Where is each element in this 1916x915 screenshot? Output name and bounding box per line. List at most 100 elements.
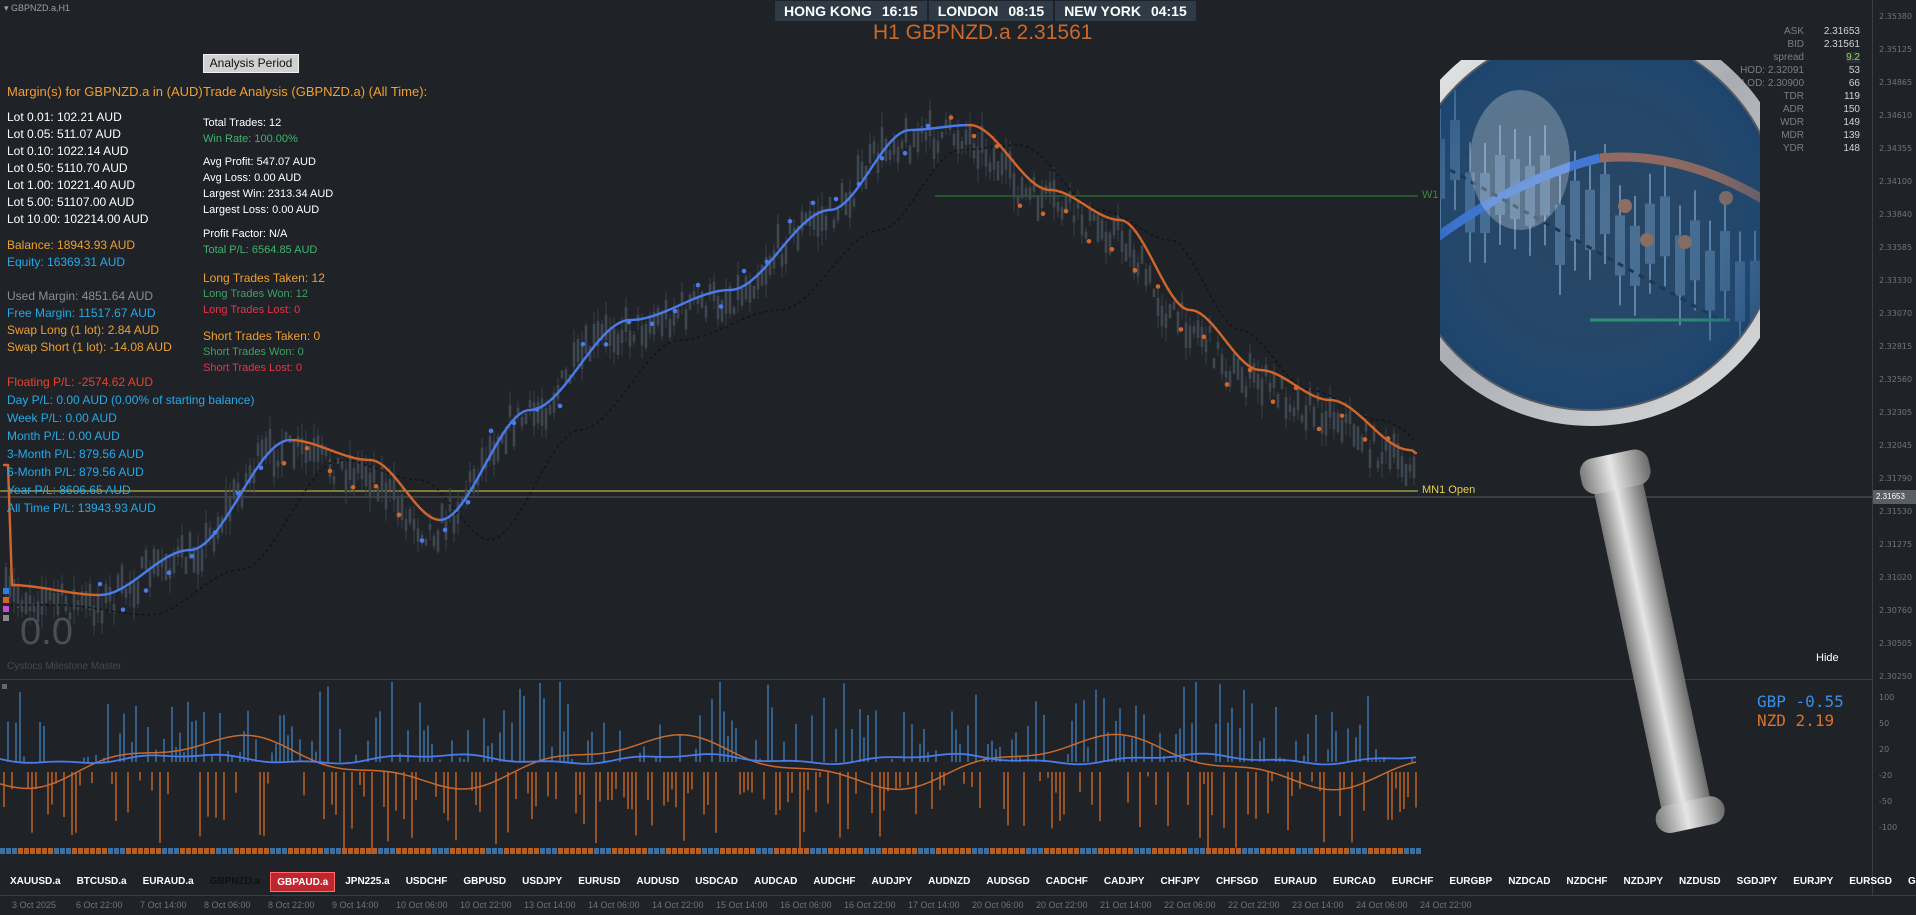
candle-body	[284, 431, 288, 441]
candle-body	[1124, 243, 1128, 262]
trend-strip-cell	[744, 848, 749, 854]
time-tick-label: 22 Oct 22:00	[1228, 900, 1280, 910]
symbol-button-cadjpy[interactable]: CADJPY	[1103, 876, 1145, 887]
trend-strip-cell	[834, 848, 839, 854]
signal-dot	[948, 115, 954, 120]
candle-body	[860, 161, 864, 180]
candle-body	[812, 211, 816, 230]
candle-body	[1380, 451, 1384, 464]
candle-body	[1376, 460, 1380, 469]
candle-body	[952, 134, 956, 146]
candle-body	[820, 206, 824, 231]
day-pl-label: Day P/L: 0.00 AUD (0.00% of starting bal…	[7, 393, 255, 407]
symbol-button-eurusd[interactable]: EURUSD	[578, 876, 621, 887]
indicator-chart[interactable]	[0, 682, 1872, 854]
trend-strip-cell	[108, 848, 113, 854]
analysis-period-button[interactable]: Analysis Period	[203, 54, 299, 73]
symbol-button-audcad[interactable]: AUDCAD	[753, 876, 798, 887]
candle-body	[368, 472, 372, 498]
chevron-down-icon[interactable]: ▾	[4, 3, 9, 13]
candle-body	[768, 256, 772, 275]
trend-strip-cell	[1158, 848, 1163, 854]
candle-body	[1148, 265, 1152, 283]
price-chart[interactable]	[0, 0, 1872, 680]
ma-segment	[238, 487, 246, 497]
symbol-button-chfsgd[interactable]: CHFSGD	[1215, 876, 1259, 887]
symbol-button-eurgbp[interactable]: EURGBP	[1449, 876, 1493, 887]
trend-strip-cell	[684, 848, 689, 854]
candle-body	[1132, 249, 1136, 274]
symbol-button-sgdjpy[interactable]: SGDJPY	[1736, 876, 1778, 887]
symbol-button-gbpauda[interactable]: GBPAUD.a	[270, 872, 336, 892]
trend-strip-cell	[348, 848, 353, 854]
symbol-button-audnzd[interactable]: AUDNZD	[928, 876, 971, 887]
symbol-button-btcusda[interactable]: BTCUSD.a	[76, 876, 127, 887]
symbol-button-nzdusd[interactable]: NZDUSD	[1678, 876, 1721, 887]
ma-segment	[470, 480, 478, 490]
price-scale[interactable]: 2.31653 2.35380 2.35125 2.34865 2.34610 2.34…	[1872, 0, 1916, 895]
main-chart-pane[interactable]: ▾ GBPNZD.a,H1 HONG KONG 16:15 LONDON 08:15…	[0, 0, 1872, 680]
candle-body	[404, 518, 408, 531]
candle-body	[8, 575, 12, 598]
symbol-button-eurcad[interactable]: EURCAD	[1332, 876, 1376, 887]
symbol-button-gbpnzda[interactable]: GBPNZD.a	[203, 872, 267, 892]
time-tick-label: 16 Oct 22:00	[844, 900, 896, 910]
candle-body	[1136, 262, 1140, 277]
candle-body	[564, 369, 568, 383]
trend-strip-cell	[354, 848, 359, 854]
candle-body	[208, 527, 212, 539]
symbol-button-euraud[interactable]: EURAUD	[1274, 876, 1317, 887]
trend-strip-cell	[1392, 848, 1397, 854]
candle-body	[676, 308, 680, 319]
signal-dot	[718, 304, 724, 309]
symbol-button-usdchf[interactable]: USDCHF	[405, 876, 448, 887]
candle-body	[1012, 172, 1016, 198]
trend-strip-cell	[1170, 848, 1175, 854]
symbol-button-usdjpy[interactable]: USDJPY	[522, 876, 563, 887]
symbol-button-gbpjpy[interactable]: GBPJPY	[1908, 876, 1916, 887]
indicator-pane[interactable]	[0, 682, 1872, 854]
trend-strip-cell	[330, 848, 335, 854]
candle-body	[592, 323, 596, 347]
trend-strip-cell	[1410, 848, 1415, 854]
symbol-button-audusd[interactable]: AUDUSD	[636, 876, 680, 887]
symbol-button-cadchf[interactable]: CADCHF	[1045, 876, 1088, 887]
candle-body	[1168, 304, 1172, 319]
symbol-button-nzdchf[interactable]: NZDCHF	[1566, 876, 1608, 887]
price-tick-label: 2.32045	[1879, 441, 1913, 450]
symbol-button-eurchf[interactable]: EURCHF	[1391, 876, 1434, 887]
symbol-button-xauusda[interactable]: XAUUSD.a	[10, 876, 61, 887]
trend-strip-cell	[276, 848, 281, 854]
candle-body	[1288, 404, 1292, 412]
symbol-button-jpn225a[interactable]: JPN225.a	[345, 876, 390, 887]
candle-body	[520, 417, 524, 427]
symbol-button-nzdcad[interactable]: NZDCAD	[1508, 876, 1551, 887]
price-tick-label: 2.32305	[1879, 408, 1913, 417]
trend-strip-cell	[438, 848, 443, 854]
trend-strip-cell	[552, 848, 557, 854]
indicator-color-swatch	[3, 588, 9, 594]
symbol-button-audsgd[interactable]: AUDSGD	[986, 876, 1030, 887]
hide-button[interactable]: Hide	[1816, 652, 1839, 664]
trend-strip-cell	[432, 848, 437, 854]
trend-strip-cell	[672, 848, 677, 854]
symbol-button-gbpusd[interactable]: GBPUSD	[463, 876, 507, 887]
symbol-button-chfjpy[interactable]: CHFJPY	[1160, 876, 1200, 887]
signal-dot	[1316, 426, 1322, 432]
short-trades-taken-label: Short Trades Taken: 0	[203, 329, 321, 343]
symbol-button-audjpy[interactable]: AUDJPY	[871, 876, 913, 887]
candle-body	[684, 309, 688, 330]
candle-body	[1368, 449, 1372, 469]
symbol-button-usdcad[interactable]: USDCAD	[695, 876, 738, 887]
symbol-button-audchf[interactable]: AUDCHF	[813, 876, 856, 887]
trend-strip-cell	[1002, 848, 1007, 854]
symbol-button-eurauda[interactable]: EURAUD.a	[142, 876, 194, 887]
trend-strip-cell	[474, 848, 479, 854]
symbol-button-eurjpy[interactable]: EURJPY	[1793, 876, 1834, 887]
win-rate-label: Win Rate: 100.00%	[203, 133, 298, 145]
trend-strip-cell	[960, 848, 965, 854]
candle-body	[660, 313, 664, 337]
symbol-button-nzdjpy[interactable]: NZDJPY	[1623, 876, 1663, 887]
symbol-button-eursgd[interactable]: EURSGD	[1849, 876, 1893, 887]
